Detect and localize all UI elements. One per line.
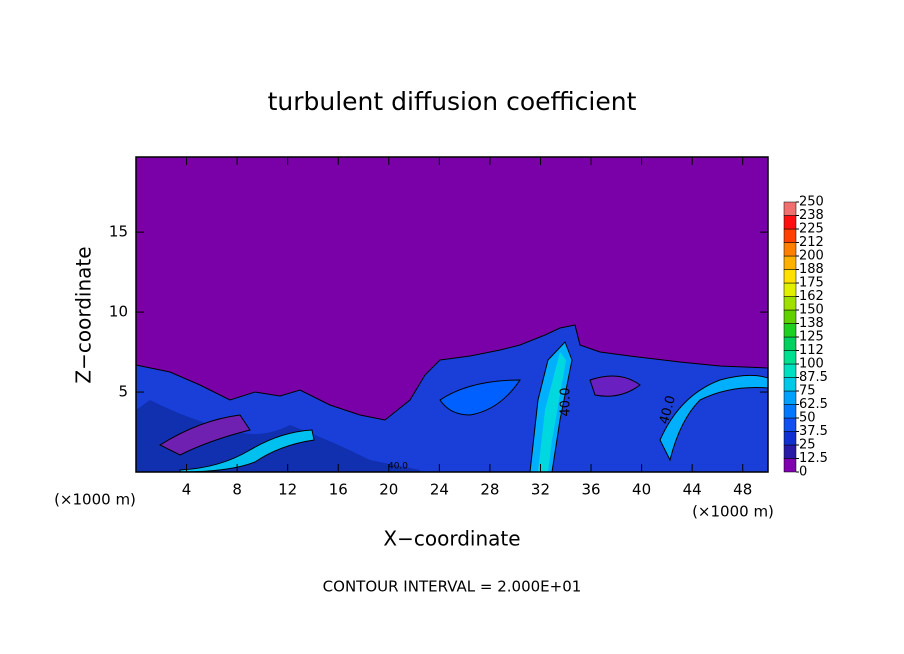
colorbar-segment [783,444,797,459]
colorbar-label: 162 [799,289,824,304]
field-region [136,400,420,472]
plot-frame [135,156,769,473]
chart-title: turbulent diffusion coefficient [268,87,637,116]
x-tick-label: 12 [278,481,297,499]
colorbar-label: 37.5 [799,424,828,439]
x-tick-label: 24 [430,481,449,499]
colorbar-segment [783,404,797,419]
x-tick-label: 16 [329,481,348,499]
colorbar-label: 238 [799,208,824,223]
colorbar-segment [783,255,797,270]
colorbar-label: 87.5 [799,370,828,385]
field [135,157,769,473]
colorbar-segment [783,363,797,378]
colorbar-segment [783,282,797,297]
contour-label: 40.0 [657,394,679,426]
x-unit-label: (×1000 m) [54,491,136,509]
colorbar-segment [783,309,797,324]
x-tick-label: 36 [581,481,600,499]
colorbar-label: 175 [799,276,824,291]
colorbar-segment [783,228,797,243]
x-tick-label: 48 [733,481,752,499]
x-tick-label: 4 [182,481,192,499]
x-unit-label: (×1000 m) [692,503,774,521]
contour-interval: CONTOUR INTERVAL = 2.000E+01 [323,578,582,596]
contour-label: 40.0 [388,462,408,472]
colorbar-segment [783,350,797,365]
colorbar-label: 125 [799,330,824,345]
colorbar-label: 25 [799,438,816,453]
x-tick-label: 40 [632,481,651,499]
y-tick-label: 5 [118,383,128,401]
colorbar-segment [783,377,797,392]
colorbar-label: 112 [799,343,824,358]
x-tick-label: 8 [232,481,242,499]
field-region [158,414,251,456]
x-tick-label: 44 [683,481,702,499]
field-region [179,429,315,473]
y-tick-label: 15 [109,223,128,241]
colorbar-label: 138 [799,316,824,331]
colorbar-segment [783,417,797,432]
y-tick-label: 10 [109,303,128,321]
colorbar-segment [783,269,797,284]
colorbar-label: 225 [799,222,824,237]
colorbar-label: 12.5 [799,451,828,466]
x-tick-label: 20 [379,481,398,499]
colorbar-segment [783,336,797,351]
field-region [538,352,566,472]
colorbar-label: 250 [799,195,824,210]
y-axis-label: Z−coordinate [72,246,96,383]
colorbar-segment [783,390,797,405]
colorbar-label: 75 [799,384,816,399]
colorbar-label: 100 [799,357,824,372]
colorbar-label: 50 [799,411,816,426]
colorbar-label: 150 [799,303,824,318]
field-region [589,375,641,397]
colorbar-label: 0 [799,465,807,480]
colorbar-segment [783,242,797,257]
x-axis-label: X−coordinate [383,527,520,551]
colorbar-segment [783,215,797,230]
contour-label: 40.0 [559,388,574,417]
colorbar-segment [783,201,797,216]
colorbar-segment [783,296,797,311]
colorbar-segment [783,431,797,446]
colorbar-label: 212 [799,235,824,250]
colorbar-segment [783,458,797,473]
colorbar-segment [783,323,797,338]
x-tick-label: 32 [531,481,550,499]
x-tick-label: 28 [480,481,499,499]
colorbar-label: 188 [799,262,824,277]
colorbar-label: 200 [799,249,824,264]
colorbar-label: 62.5 [799,397,828,412]
field-region [439,379,521,416]
